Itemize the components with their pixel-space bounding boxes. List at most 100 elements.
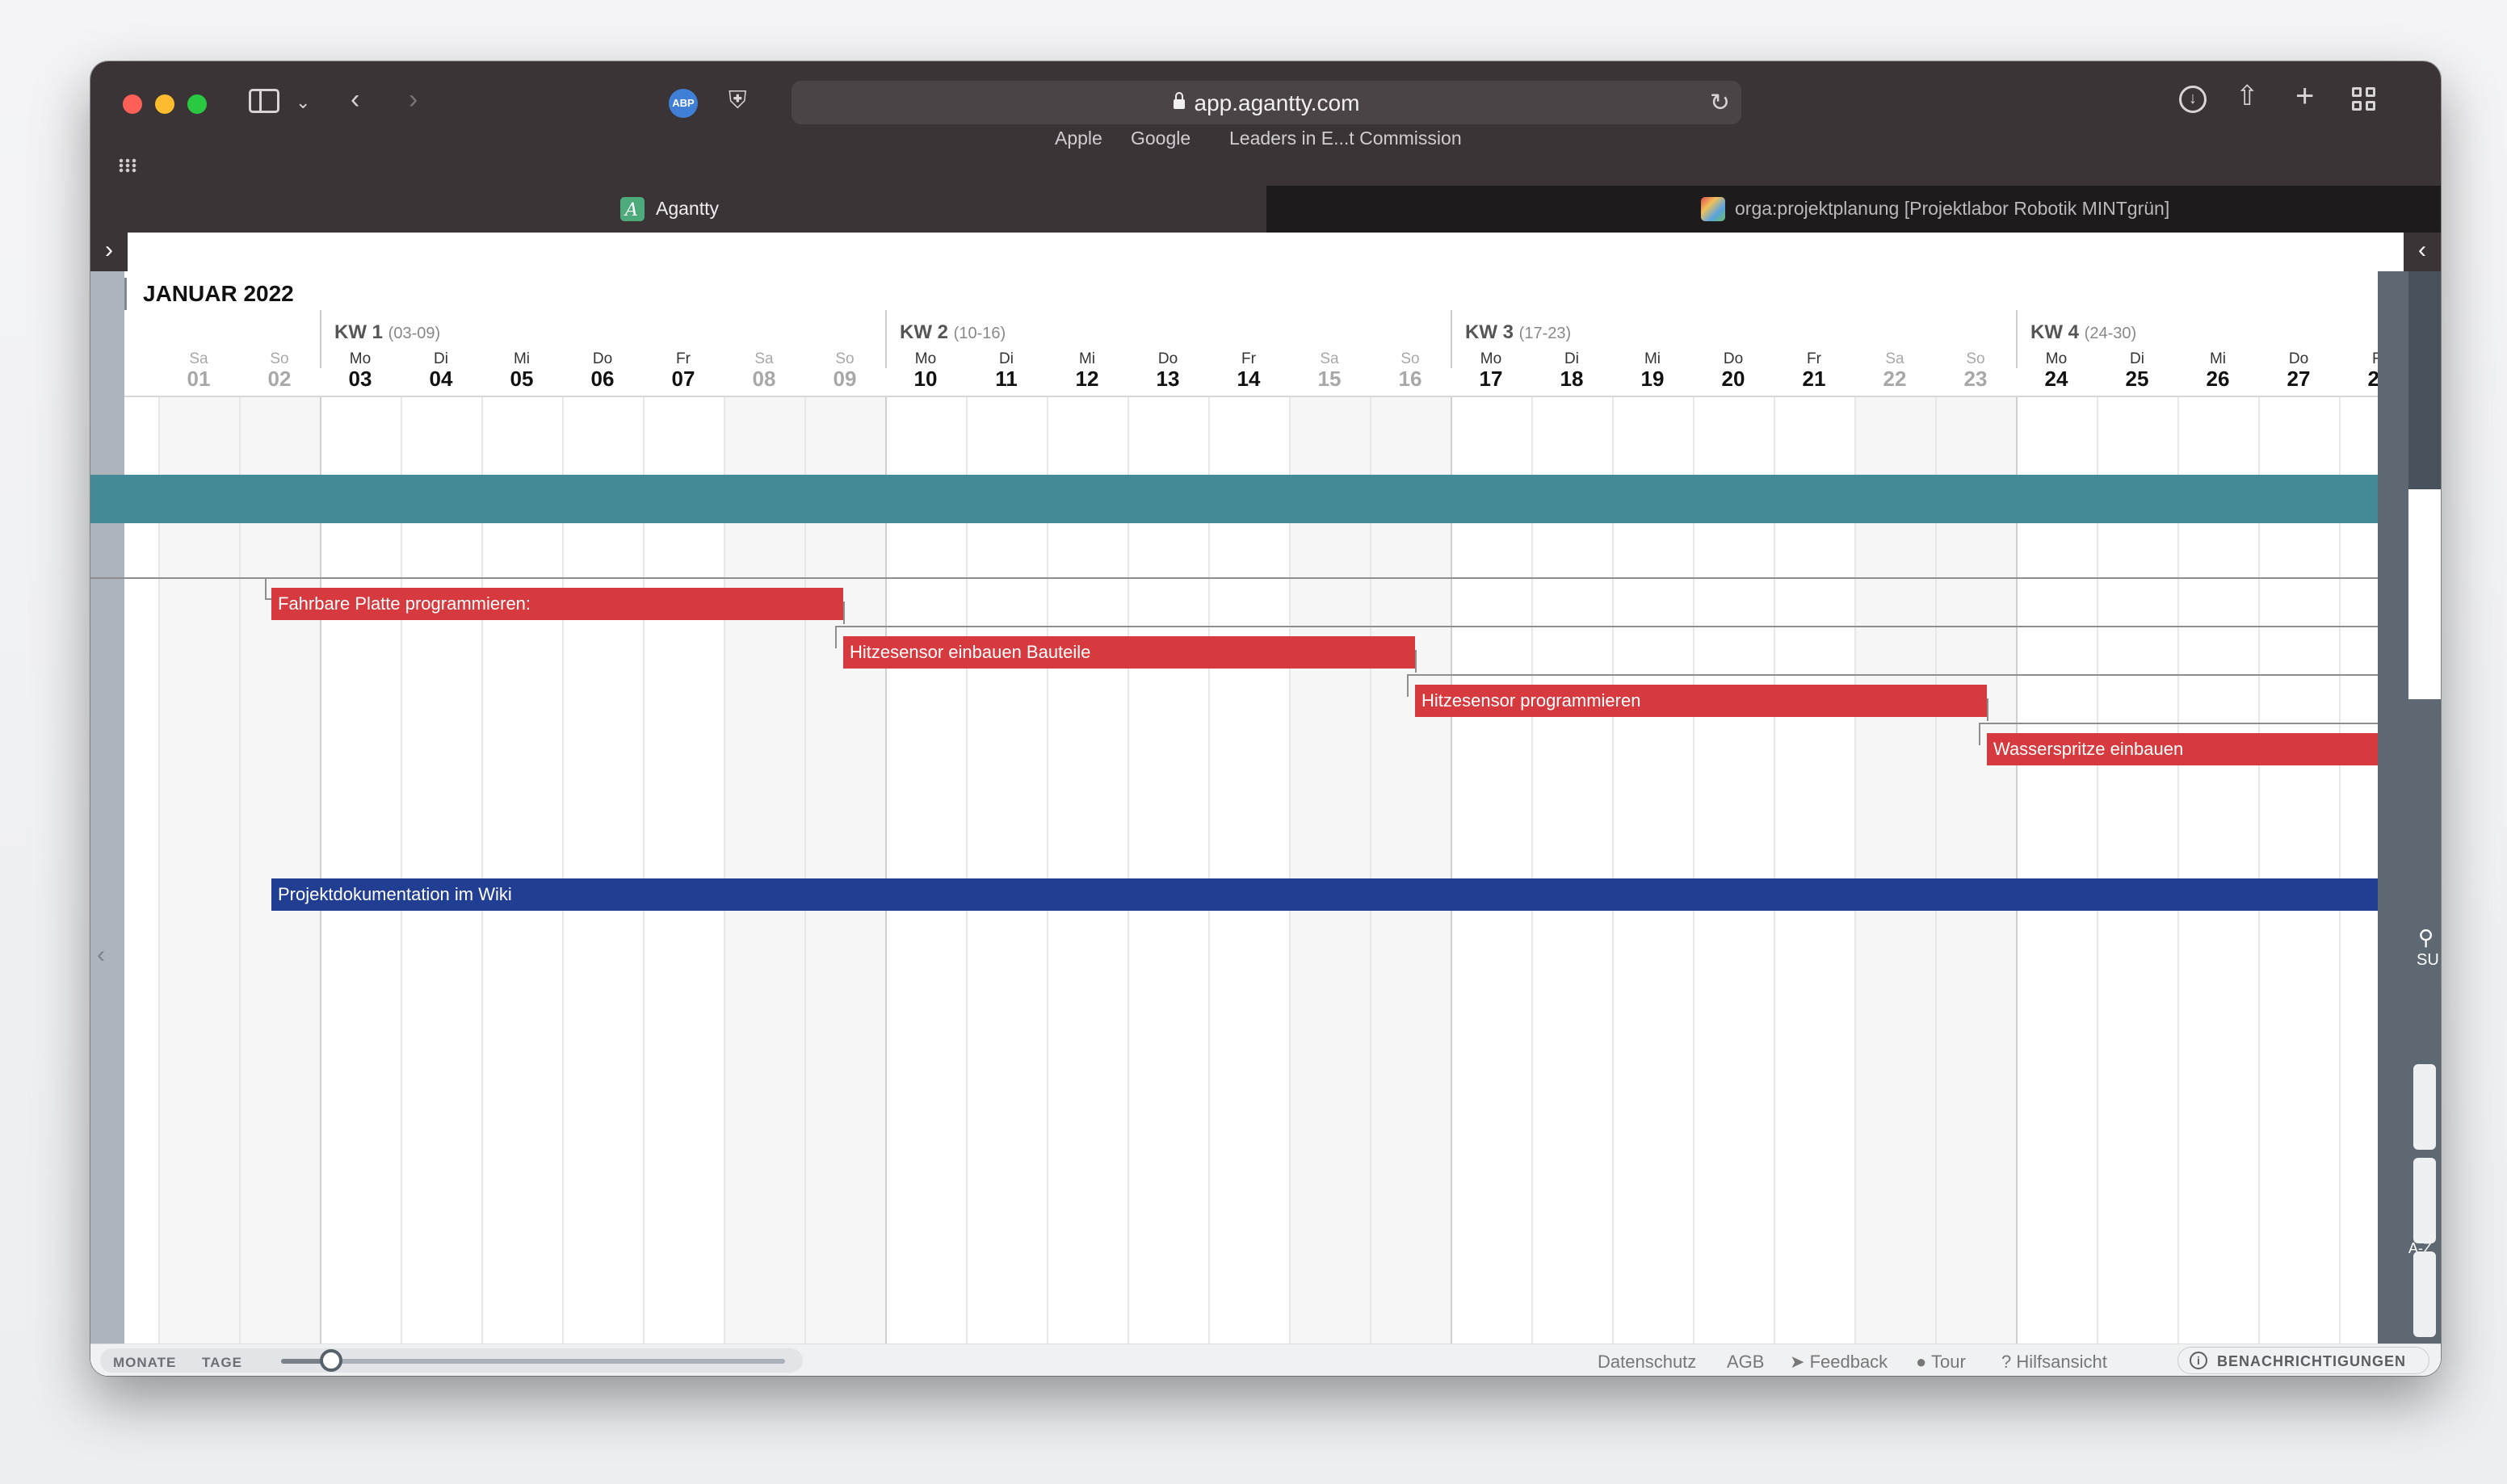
day-number: 05 — [510, 367, 534, 391]
task-bar[interactable]: Hitzesensor programmieren — [1415, 685, 1987, 717]
week-range: (03-09) — [388, 325, 441, 342]
task-bar[interactable]: Wasserspritze einbauen — [1987, 733, 2378, 765]
zoom-label-months[interactable]: MONATE — [113, 1355, 177, 1370]
tab-projektplanung[interactable]: orga:projektplanung [Projektlabor Roboti… — [1266, 186, 2441, 233]
search-icon[interactable]: ⚲ — [2418, 925, 2434, 950]
bookmarks-bar — [90, 142, 2441, 192]
download-icon[interactable]: ↓ — [2179, 86, 2207, 113]
day-column — [320, 397, 401, 1344]
zoom-window-button[interactable] — [187, 94, 207, 114]
expand-left-panel-button[interactable]: › — [90, 233, 128, 271]
dependency-line — [1407, 674, 2378, 697]
task-bar[interactable]: Fahrbare Platte programmieren: — [271, 588, 843, 620]
day-name: So — [1400, 350, 1420, 367]
day-column — [2258, 397, 2339, 1344]
project-summary-bar[interactable] — [90, 475, 2378, 523]
day-column — [562, 397, 643, 1344]
grid-icon[interactable] — [2352, 87, 2378, 113]
close-window-button[interactable] — [123, 94, 142, 114]
chevron-left-icon[interactable]: ‹ — [97, 941, 105, 968]
day-name: Di — [1564, 350, 1579, 367]
shield-icon[interactable]: ⛨ — [729, 87, 747, 114]
zoom-control[interactable]: MONATE TAGE — [100, 1348, 803, 1373]
plus-icon[interactable]: + — [2295, 78, 2315, 114]
address-bar[interactable]: app.agantty.com ↻ — [792, 81, 1741, 124]
day-column — [1451, 397, 1531, 1344]
notifications-button[interactable]: i BENACHRICHTIGUNGEN — [2177, 1347, 2429, 1374]
day-column — [966, 397, 1047, 1344]
day-name: Mi — [2209, 350, 2227, 367]
week-label: KW 1 (03-09) — [334, 321, 440, 344]
day-column — [1289, 397, 1370, 1344]
day-name: Di — [999, 350, 1014, 367]
apps-grid-icon[interactable] — [118, 158, 137, 173]
day-column — [2339, 397, 2378, 1344]
day-name: Mi — [1078, 350, 1096, 367]
zoom-slider-fill — [281, 1359, 331, 1364]
app-footer: MONATE TAGE Datenschutz AGB ➤ Feedback ●… — [90, 1344, 2441, 1376]
tab-agantty[interactable]: A Agantty — [90, 186, 1267, 233]
day-name: Sa — [1320, 350, 1339, 367]
day-number: 16 — [1398, 367, 1422, 391]
zoom-slider-track[interactable] — [281, 1349, 785, 1372]
terms-link[interactable]: AGB — [1727, 1352, 1765, 1372]
map-pin-icon: ● — [1916, 1352, 1927, 1372]
day-column — [885, 397, 966, 1344]
day-name: Do — [592, 350, 613, 367]
reload-icon[interactable]: ↻ — [1709, 90, 1730, 116]
day-number: 23 — [1963, 367, 1988, 391]
wiki-logo-icon — [1701, 197, 1725, 221]
back-icon[interactable]: ‹ — [351, 84, 360, 115]
right-panel-card[interactable] — [2408, 489, 2441, 699]
sidebar-icon[interactable] — [249, 89, 279, 113]
day-name: Mo — [2045, 350, 2068, 367]
privacy-link[interactable]: Datenschutz — [1598, 1352, 1697, 1372]
left-collapse-strip[interactable]: ‹ — [90, 271, 124, 1344]
chevron-down-icon[interactable]: ⌄ — [296, 92, 311, 112]
tour-link[interactable]: ● Tour — [1916, 1352, 1966, 1372]
day-number: 22 — [1883, 367, 1907, 391]
day-number: 14 — [1237, 367, 1261, 391]
minimize-window-button[interactable] — [155, 94, 174, 114]
project-connector-line — [90, 577, 2378, 579]
day-name: Mo — [914, 350, 937, 367]
adblock-icon[interactable]: ABP — [669, 89, 698, 118]
week-range: (10-16) — [953, 325, 1006, 342]
browser-toolbar: ⌄ ‹ › ABP ⛨ app.agantty.com ↻ ↓ ⇧ + — [90, 61, 2441, 142]
day-name: Di — [434, 350, 448, 367]
help-view-link[interactable]: ? Hilfsansicht — [2001, 1352, 2107, 1372]
week-number: KW 4 — [2030, 321, 2079, 343]
zoom-label-days[interactable]: TAGE — [202, 1355, 242, 1370]
day-number: 15 — [1317, 367, 1342, 391]
right-panel-item[interactable] — [2413, 1158, 2436, 1243]
day-name: Mi — [1644, 350, 1661, 367]
search-label: SU — [2417, 951, 2439, 969]
feedback-link[interactable]: ➤ Feedback — [1790, 1352, 1888, 1372]
day-number: 25 — [2125, 367, 2149, 391]
day-column — [481, 397, 562, 1344]
right-panel-item[interactable] — [2413, 1251, 2436, 1337]
dependency-line — [835, 626, 2378, 648]
day-column — [1612, 397, 1693, 1344]
month-label: JANUAR 2022 — [124, 278, 294, 310]
week-number: KW 3 — [1465, 321, 1514, 343]
bookmark-apple[interactable]: Apple — [1055, 128, 1102, 149]
collapse-right-panel-button[interactable]: ‹ — [2404, 233, 2441, 271]
task-bar[interactable]: Projektdokumentation im Wiki — [271, 878, 2378, 911]
day-number: 07 — [671, 367, 695, 391]
day-number: 02 — [267, 367, 292, 391]
day-column — [643, 397, 724, 1344]
browser-window: ⌄ ‹ › ABP ⛨ app.agantty.com ↻ ↓ ⇧ + Appl… — [90, 61, 2441, 1376]
bookmark-leaders[interactable]: Leaders in E...t Commission — [1229, 128, 1462, 149]
gantt-chart[interactable]: ‹ JANUAR 2022 Sa 01 So 02 Mo 03 Di 04 Mi 05 Do 06 Fr… — [90, 233, 2378, 1344]
task-bar[interactable]: Hitzesensor einbauen Bauteile — [843, 636, 1415, 669]
right-panel-item[interactable] — [2413, 1064, 2436, 1150]
share-icon[interactable]: ⇧ — [2236, 81, 2259, 111]
week-divider — [320, 310, 321, 368]
week-divider — [885, 310, 887, 368]
question-icon: ? — [2001, 1352, 2012, 1372]
day-column — [1531, 397, 1612, 1344]
zoom-slider-handle[interactable] — [320, 1349, 342, 1372]
day-name: Fr — [676, 350, 691, 367]
bookmark-google[interactable]: Google — [1131, 128, 1191, 149]
